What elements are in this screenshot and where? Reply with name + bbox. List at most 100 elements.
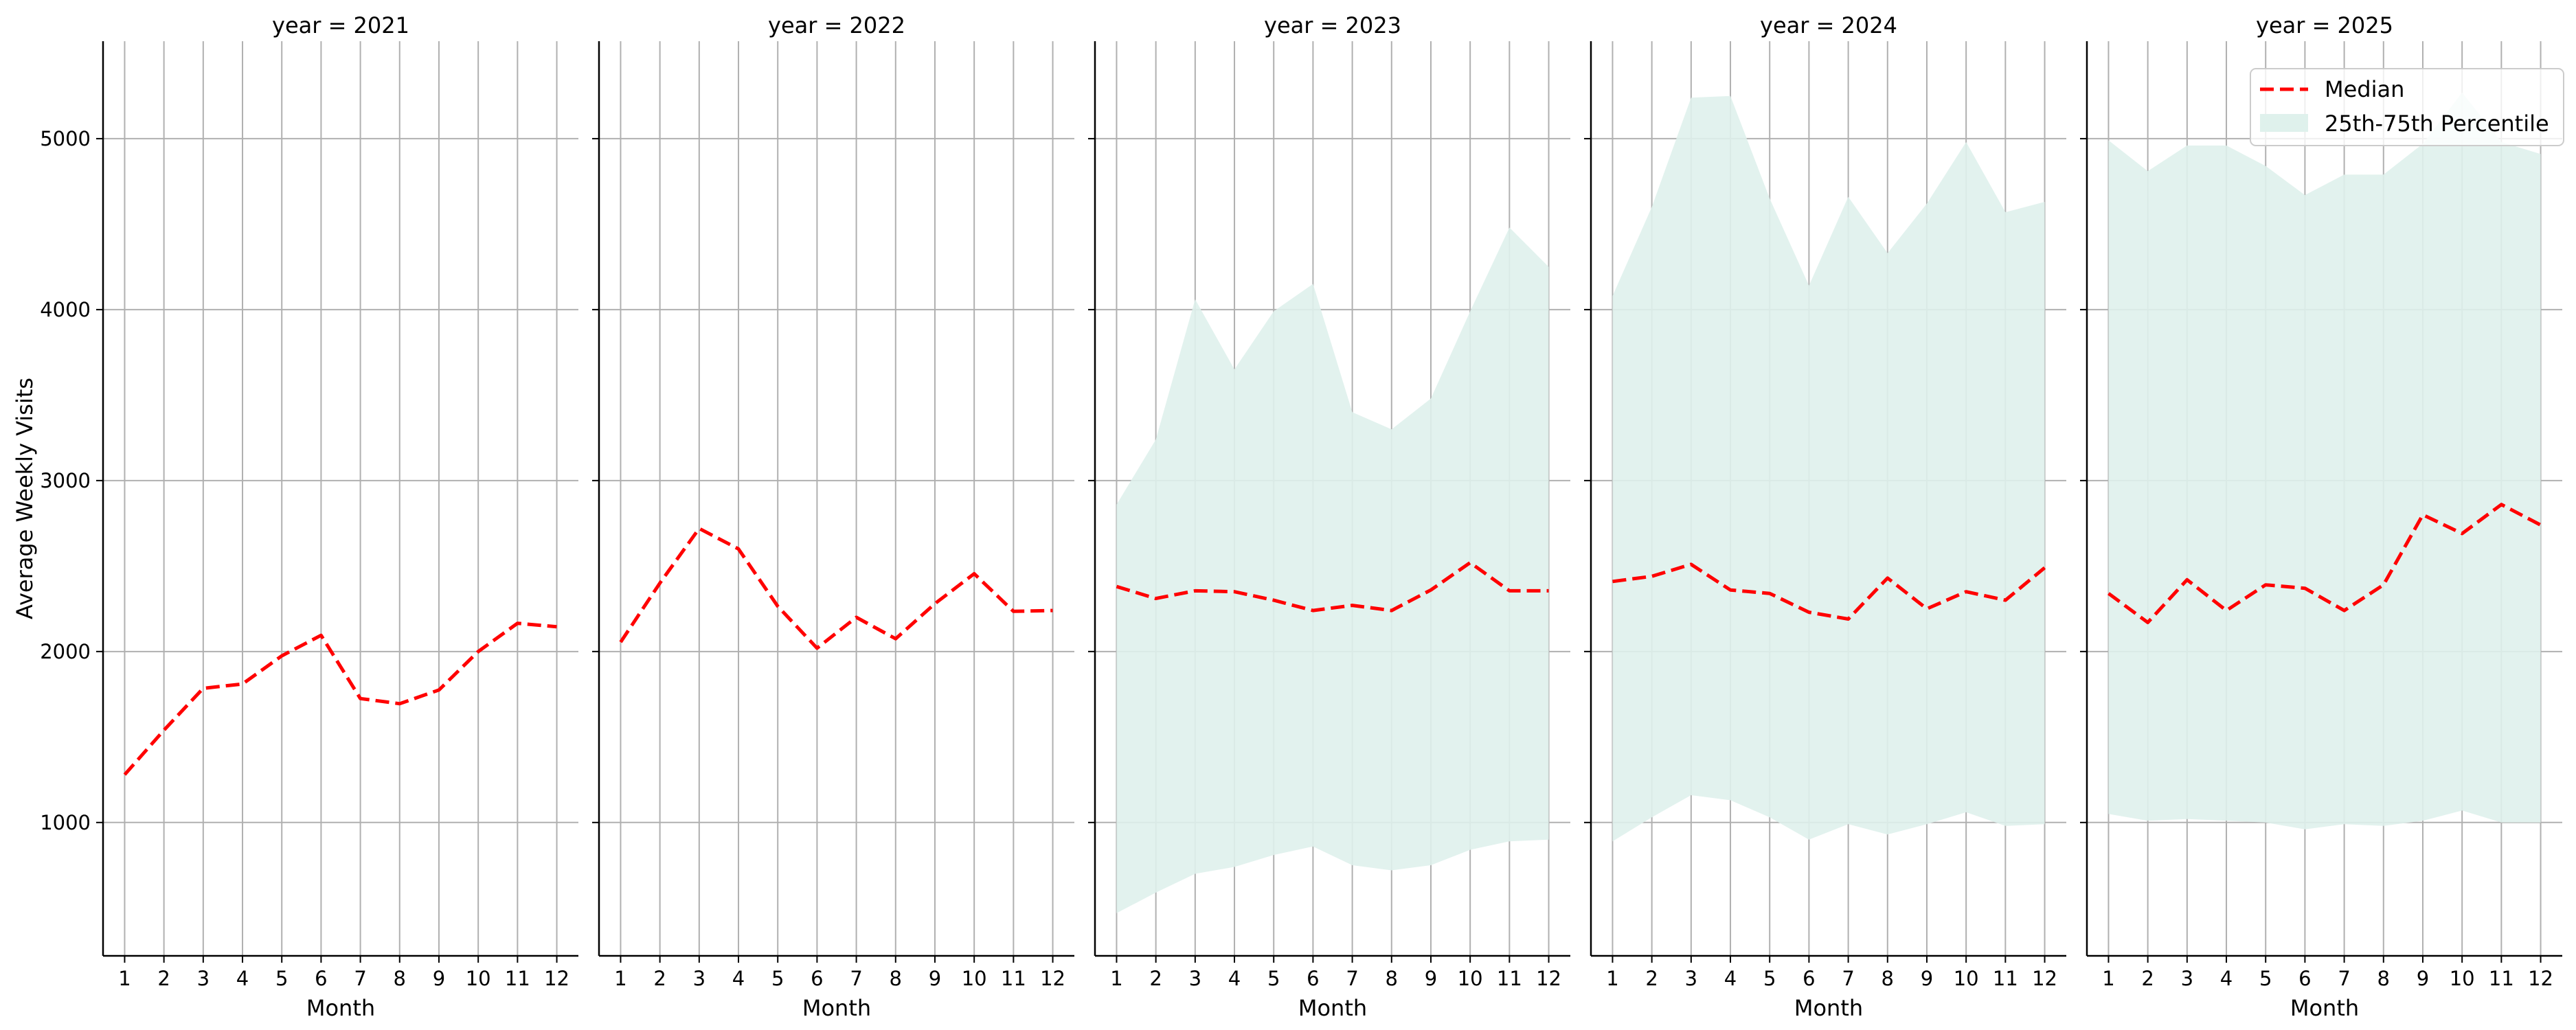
x-tick-label: 1 xyxy=(614,967,626,990)
median-point xyxy=(1012,610,1015,613)
median-point xyxy=(1768,592,1771,595)
median-point xyxy=(2540,524,2542,527)
x-tick-label: 2 xyxy=(2141,967,2154,990)
x-tick-label: 10 xyxy=(2450,967,2475,990)
x-tick-label: 4 xyxy=(1724,967,1737,990)
median-point xyxy=(894,637,897,640)
median-point xyxy=(1925,608,1928,610)
median-point xyxy=(556,626,558,628)
x-tick-label: 10 xyxy=(1954,967,1979,990)
x-tick-label: 7 xyxy=(2338,967,2350,990)
panel-title: year = 2024 xyxy=(1760,12,1897,38)
panel-title: year = 2021 xyxy=(272,12,409,38)
x-tick-label: 8 xyxy=(1386,967,1398,990)
x-tick-label: 3 xyxy=(197,967,210,990)
x-tick-label: 11 xyxy=(2489,967,2514,990)
median-point xyxy=(619,641,622,643)
x-tick-label: 6 xyxy=(315,967,327,990)
median-point xyxy=(2107,592,2110,595)
x-tick-label: 4 xyxy=(732,967,745,990)
median-line xyxy=(1612,562,2046,621)
median-point xyxy=(1886,577,1889,580)
median-point xyxy=(1651,575,1653,577)
median-point xyxy=(1194,589,1197,592)
x-tick-label: 3 xyxy=(1189,967,1201,990)
median-point xyxy=(1052,609,1054,612)
x-tick-label: 4 xyxy=(2220,967,2233,990)
x-tick-label: 4 xyxy=(1228,967,1241,990)
x-tick-label: 12 xyxy=(1536,967,1561,990)
median-point xyxy=(2343,609,2346,612)
x-tick-label: 9 xyxy=(433,967,445,990)
x-tick-label: 3 xyxy=(1685,967,1697,990)
median-point xyxy=(2264,584,2267,586)
y-tick-label: 3000 xyxy=(40,469,91,492)
median-point xyxy=(516,622,519,625)
panel-title: year = 2025 xyxy=(2256,12,2393,38)
x-tick-label: 5 xyxy=(2259,967,2272,990)
x-tick-label: 7 xyxy=(850,967,862,990)
x-tick-label: 6 xyxy=(1307,967,1319,990)
median-point xyxy=(163,729,166,731)
x-tick-label: 6 xyxy=(1803,967,1815,990)
x-axis-label: Month xyxy=(802,995,871,1021)
x-tick-label: 8 xyxy=(1882,967,1894,990)
x-axis-label: Month xyxy=(306,995,375,1021)
median-point xyxy=(2044,566,2046,569)
median-point xyxy=(934,602,936,605)
median-point xyxy=(1311,609,1314,612)
x-tick-label: 7 xyxy=(1842,967,1854,990)
x-axis-label: Month xyxy=(2290,995,2359,1021)
median-point xyxy=(123,773,126,776)
median-line xyxy=(1116,560,1549,613)
panel-title: year = 2023 xyxy=(1264,12,1401,38)
median-point xyxy=(973,573,975,575)
x-tick-label: 2 xyxy=(157,967,170,990)
x-tick-label: 12 xyxy=(2528,967,2553,990)
y-axis-label: Average Weekly Visits xyxy=(12,378,38,619)
x-tick-label: 1 xyxy=(1606,967,1618,990)
x-tick-label: 2 xyxy=(653,967,666,990)
x-tick-label: 5 xyxy=(1763,967,1776,990)
median-point xyxy=(1807,611,1810,614)
median-point xyxy=(1469,561,1471,564)
x-tick-label: 10 xyxy=(962,967,987,990)
median-point xyxy=(319,634,322,637)
median-point xyxy=(1690,563,1693,566)
median-point xyxy=(659,582,662,584)
median-point xyxy=(698,527,701,530)
median-point xyxy=(1115,585,1118,588)
median-line xyxy=(123,621,557,776)
median-point xyxy=(2004,599,2007,602)
x-tick-label: 9 xyxy=(2417,967,2429,990)
x-tick-label: 5 xyxy=(1267,967,1280,990)
median-line xyxy=(2108,503,2542,624)
x-tick-label: 11 xyxy=(1497,967,1522,990)
y-tick-label: 4000 xyxy=(40,298,91,321)
x-tick-label: 8 xyxy=(890,967,902,990)
median-point xyxy=(280,654,283,657)
x-tick-label: 7 xyxy=(1346,967,1358,990)
median-point xyxy=(2303,587,2306,590)
median-point xyxy=(1965,591,1967,593)
x-tick-label: 1 xyxy=(1110,967,1122,990)
median-point xyxy=(2421,514,2424,516)
median-point xyxy=(737,547,740,550)
median-point xyxy=(2186,578,2189,581)
median-point xyxy=(1548,589,1550,592)
y-tick-label: 5000 xyxy=(40,127,91,150)
x-tick-label: 12 xyxy=(2032,967,2057,990)
median-point xyxy=(1233,591,1236,593)
median-point xyxy=(1847,618,1850,621)
median-point xyxy=(2500,503,2502,506)
x-tick-label: 9 xyxy=(1425,967,1437,990)
median-point xyxy=(359,697,362,700)
x-tick-label: 9 xyxy=(1921,967,1933,990)
x-tick-label: 3 xyxy=(693,967,705,990)
x-tick-label: 9 xyxy=(929,967,941,990)
